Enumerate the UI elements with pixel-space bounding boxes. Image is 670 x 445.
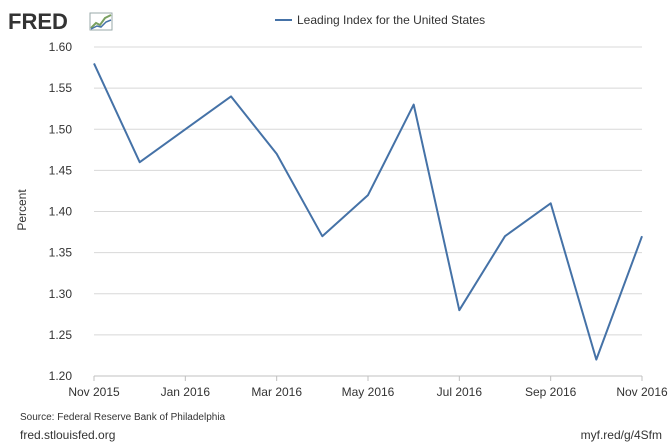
x-tick-label: Jan 2016 bbox=[161, 385, 211, 399]
y-tick-label: 1.20 bbox=[49, 369, 73, 383]
x-axis-ticks: Nov 2015 Jan 2016 Mar 2016 May 2016 Jul 2016… bbox=[68, 376, 668, 399]
data-point[interactable] bbox=[502, 233, 508, 239]
legend: Leading Index for the United States bbox=[275, 13, 485, 27]
x-tick-label: Nov 2015 bbox=[68, 385, 120, 399]
y-axis-label: Percent bbox=[15, 189, 29, 231]
data-point[interactable] bbox=[548, 200, 554, 206]
gridlines bbox=[94, 46, 642, 377]
source-note: Source: Federal Reserve Bank of Philadel… bbox=[20, 412, 226, 423]
x-tick-label: Sep 2016 bbox=[525, 385, 577, 399]
fred-logo-text: FRED bbox=[8, 9, 68, 34]
data-point[interactable] bbox=[456, 307, 462, 313]
legend-label: Leading Index for the United States bbox=[297, 13, 485, 27]
x-tick-label: Mar 2016 bbox=[251, 385, 302, 399]
y-tick-label: 1.60 bbox=[49, 40, 73, 54]
x-tick-label: Nov 2016 bbox=[616, 385, 668, 399]
data-point[interactable] bbox=[411, 102, 417, 108]
y-axis-ticks: 1.20 1.25 1.30 1.35 1.40 1.45 1.50 1.55 1.60 bbox=[49, 40, 73, 383]
x-tick-label: May 2016 bbox=[342, 385, 395, 399]
series-layer bbox=[91, 60, 645, 363]
y-tick-label: 1.30 bbox=[49, 287, 73, 301]
y-tick-label: 1.45 bbox=[49, 163, 73, 177]
data-point[interactable] bbox=[182, 126, 188, 132]
x-tick-label: Jul 2016 bbox=[437, 385, 483, 399]
data-point[interactable] bbox=[228, 93, 234, 99]
footer-left-url[interactable]: fred.stlouisfed.org bbox=[20, 428, 115, 442]
y-tick-label: 1.25 bbox=[49, 328, 73, 342]
data-point[interactable] bbox=[639, 233, 645, 239]
y-tick-label: 1.40 bbox=[49, 205, 73, 219]
data-point[interactable] bbox=[593, 357, 599, 363]
y-tick-label: 1.35 bbox=[49, 246, 73, 260]
fred-logo[interactable]: FRED bbox=[8, 9, 113, 34]
fred-logo-chart-icon bbox=[89, 12, 113, 31]
series-line[interactable] bbox=[93, 62, 643, 361]
data-point[interactable] bbox=[274, 151, 280, 157]
footer-right-url[interactable]: myf.red/g/4Sfm bbox=[581, 428, 662, 442]
y-tick-label: 1.55 bbox=[49, 81, 73, 95]
data-point[interactable] bbox=[365, 192, 371, 198]
y-tick-label: 1.50 bbox=[49, 122, 73, 136]
data-point[interactable] bbox=[319, 233, 325, 239]
data-point[interactable] bbox=[91, 60, 97, 66]
data-point[interactable] bbox=[137, 159, 143, 165]
